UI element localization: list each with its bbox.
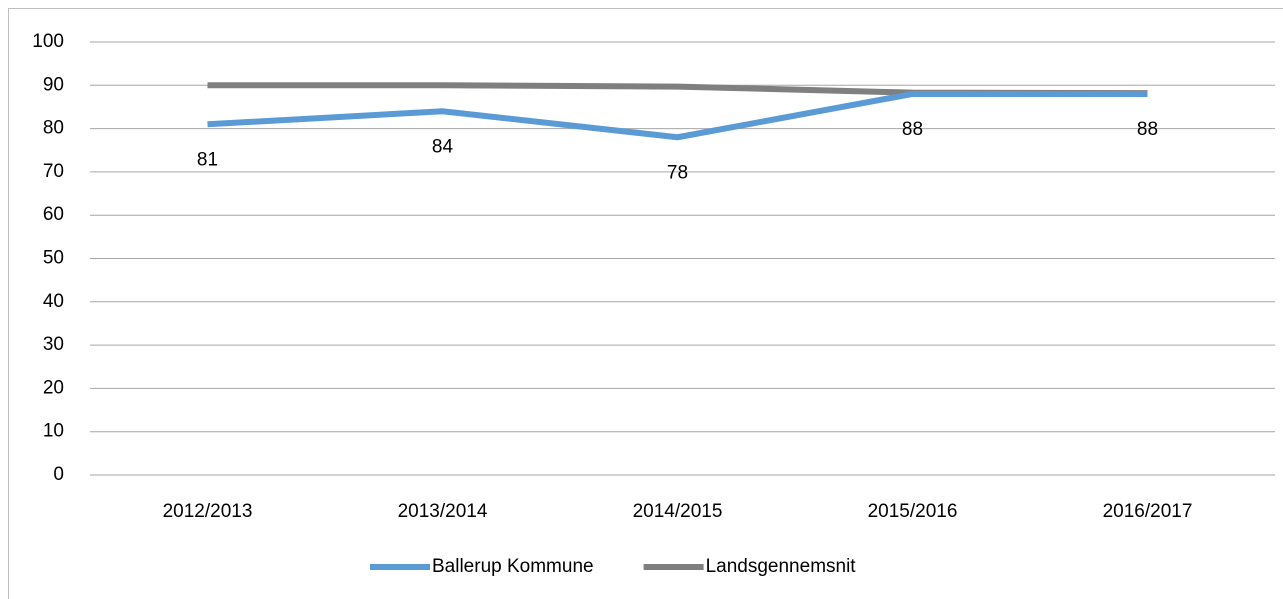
x-tick-label: 2016/2017 (1103, 501, 1193, 522)
data-label: 78 (667, 162, 688, 183)
y-tick-label: 60 (43, 204, 64, 225)
x-tick-label: 2015/2016 (868, 501, 958, 522)
data-label: 88 (902, 119, 923, 140)
data-label: 84 (432, 136, 454, 157)
y-tick-label: 50 (43, 248, 64, 269)
legend-label: Ballerup Kommune (432, 556, 594, 577)
series-line (207, 90, 1148, 141)
data-label: 81 (197, 149, 218, 170)
y-tick-label: 30 (43, 334, 64, 355)
y-tick-label: 40 (43, 291, 64, 312)
y-tick-label: 70 (43, 161, 64, 182)
y-tick-label: 100 (32, 31, 64, 52)
x-tick-label: 2012/2013 (163, 501, 253, 522)
x-tick-label: 2013/2014 (398, 501, 488, 522)
y-tick-label: 0 (53, 464, 64, 485)
y-tick-label: 90 (43, 74, 64, 95)
data-label: 88 (1137, 119, 1158, 140)
y-tick-label: 80 (43, 118, 64, 139)
chart-border (8, 8, 1283, 599)
y-tick-label: 20 (43, 377, 64, 398)
y-tick-label: 10 (43, 421, 64, 442)
legend-label: Landsgennemsnit (706, 556, 857, 577)
x-tick-label: 2014/2015 (633, 501, 723, 522)
